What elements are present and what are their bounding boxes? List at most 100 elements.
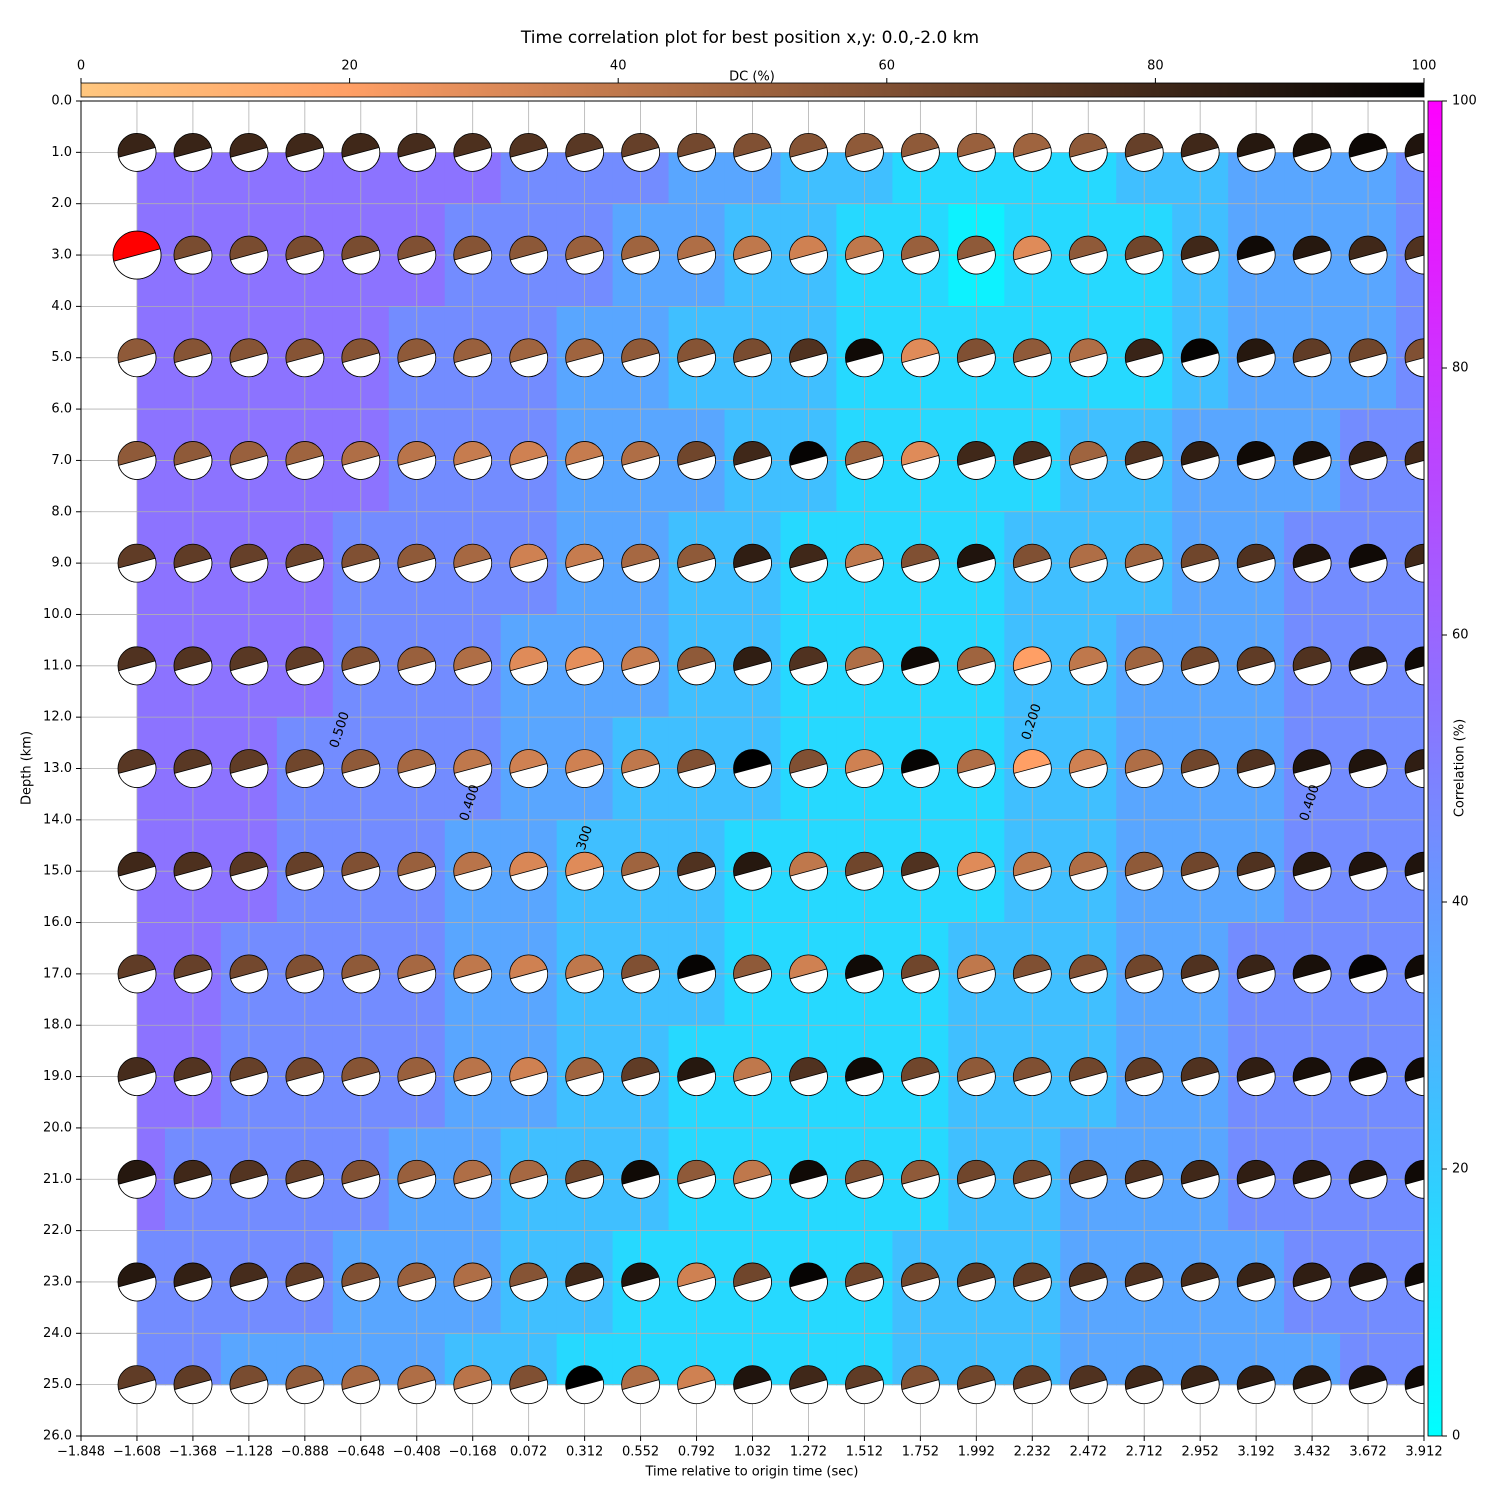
beachball (956, 1057, 996, 1096)
beachball (789, 338, 828, 378)
beachball (285, 1262, 325, 1302)
y-tick-label: 15.0 (43, 864, 72, 879)
beachball (173, 543, 213, 583)
beachball (565, 1057, 605, 1096)
beachball (229, 132, 269, 172)
beachball (789, 235, 828, 275)
beachball (341, 851, 381, 891)
beachball (1404, 749, 1424, 788)
beachball (509, 338, 549, 378)
beachball (733, 441, 772, 480)
beachball (845, 851, 884, 891)
beachball (956, 954, 996, 994)
beachball (1404, 543, 1424, 583)
beachball (565, 132, 605, 172)
beachball (1348, 1057, 1388, 1096)
beachball (956, 132, 996, 172)
beachball (285, 1365, 325, 1405)
beachball (900, 235, 940, 275)
beachball (173, 235, 213, 275)
beachball (341, 749, 381, 788)
beachball (956, 1159, 996, 1199)
x-tick-label: 2.472 (1070, 1445, 1107, 1460)
beachball (789, 1057, 828, 1096)
x-tick-label: −1.848 (57, 1445, 105, 1460)
beachball (397, 646, 437, 686)
beachball (621, 1262, 660, 1302)
dc-colorbar-tick-label: 40 (610, 59, 627, 74)
x-tick-label: 1.992 (958, 1445, 995, 1460)
beachball (1012, 441, 1052, 480)
beachball (733, 235, 772, 275)
colorbar-tick-label: 0 (1452, 1429, 1460, 1444)
x-tick-label: 1.752 (902, 1445, 939, 1460)
beachball (789, 851, 828, 891)
beachball (1348, 1262, 1388, 1302)
colorbar-tick-label: 60 (1452, 628, 1469, 643)
y-tick-label: 24.0 (43, 1326, 72, 1341)
beachball (509, 749, 549, 788)
beachball (677, 441, 716, 480)
beachball (733, 851, 772, 891)
beachball (1236, 441, 1276, 480)
beachball (1236, 1262, 1276, 1302)
beachball (1068, 338, 1108, 378)
beachball (1124, 749, 1164, 788)
beachball (845, 1159, 884, 1199)
dc-colorbar-tick-label: 20 (341, 59, 358, 74)
beachball (956, 851, 996, 891)
beachball (1292, 749, 1332, 788)
beachball (956, 543, 996, 583)
x-tick-label: 3.192 (1238, 1445, 1275, 1460)
beachball (453, 646, 493, 686)
beachball (341, 235, 381, 275)
beachball (621, 441, 660, 480)
beachball (621, 954, 660, 994)
beachball (565, 235, 605, 275)
colorbar-tick-label: 80 (1452, 361, 1469, 376)
beachball (1124, 1262, 1164, 1302)
y-tick-label: 9.0 (51, 556, 72, 571)
y-tick-label: 6.0 (51, 402, 72, 417)
beachball (1404, 338, 1424, 378)
beachball (1348, 235, 1388, 275)
beachball (1348, 1159, 1388, 1199)
beachball (789, 749, 828, 788)
beachball (1404, 1057, 1424, 1096)
y-tick-label: 23.0 (43, 1274, 72, 1289)
beachball (1236, 1159, 1276, 1199)
y-tick-label: 4.0 (51, 299, 72, 314)
beachball (1180, 1262, 1220, 1302)
beachball (789, 1365, 828, 1405)
beachball (1124, 954, 1164, 994)
x-tick-label: 2.232 (1014, 1445, 1051, 1460)
beachball (117, 338, 157, 378)
beachball (565, 1262, 605, 1302)
beachball (173, 1365, 213, 1405)
beachball (565, 543, 605, 583)
beachball (1236, 235, 1276, 275)
beachball (341, 441, 381, 480)
beachball (900, 338, 940, 378)
x-tick-label: 1.032 (734, 1445, 771, 1460)
beachball (397, 132, 437, 172)
beachball (1012, 235, 1052, 275)
x-tick-label: 3.672 (1349, 1445, 1386, 1460)
beachball (453, 235, 493, 275)
beachball (1180, 543, 1220, 583)
beachball (565, 1159, 605, 1199)
beachball (1348, 749, 1388, 788)
beachball (845, 1262, 884, 1302)
beachball (1348, 851, 1388, 891)
x-tick-label: 2.712 (1126, 1445, 1163, 1460)
y-tick-label: 8.0 (51, 504, 72, 519)
y-tick-label: 0.0 (51, 94, 72, 109)
beachball (509, 132, 549, 172)
beachball (117, 1057, 157, 1096)
beachball (1180, 235, 1220, 275)
beachball (733, 1365, 772, 1405)
beachball (1068, 1057, 1108, 1096)
dc-colorbar-tick-label: 80 (1147, 59, 1164, 74)
beachball (453, 1057, 493, 1096)
beachball (1068, 1159, 1108, 1199)
